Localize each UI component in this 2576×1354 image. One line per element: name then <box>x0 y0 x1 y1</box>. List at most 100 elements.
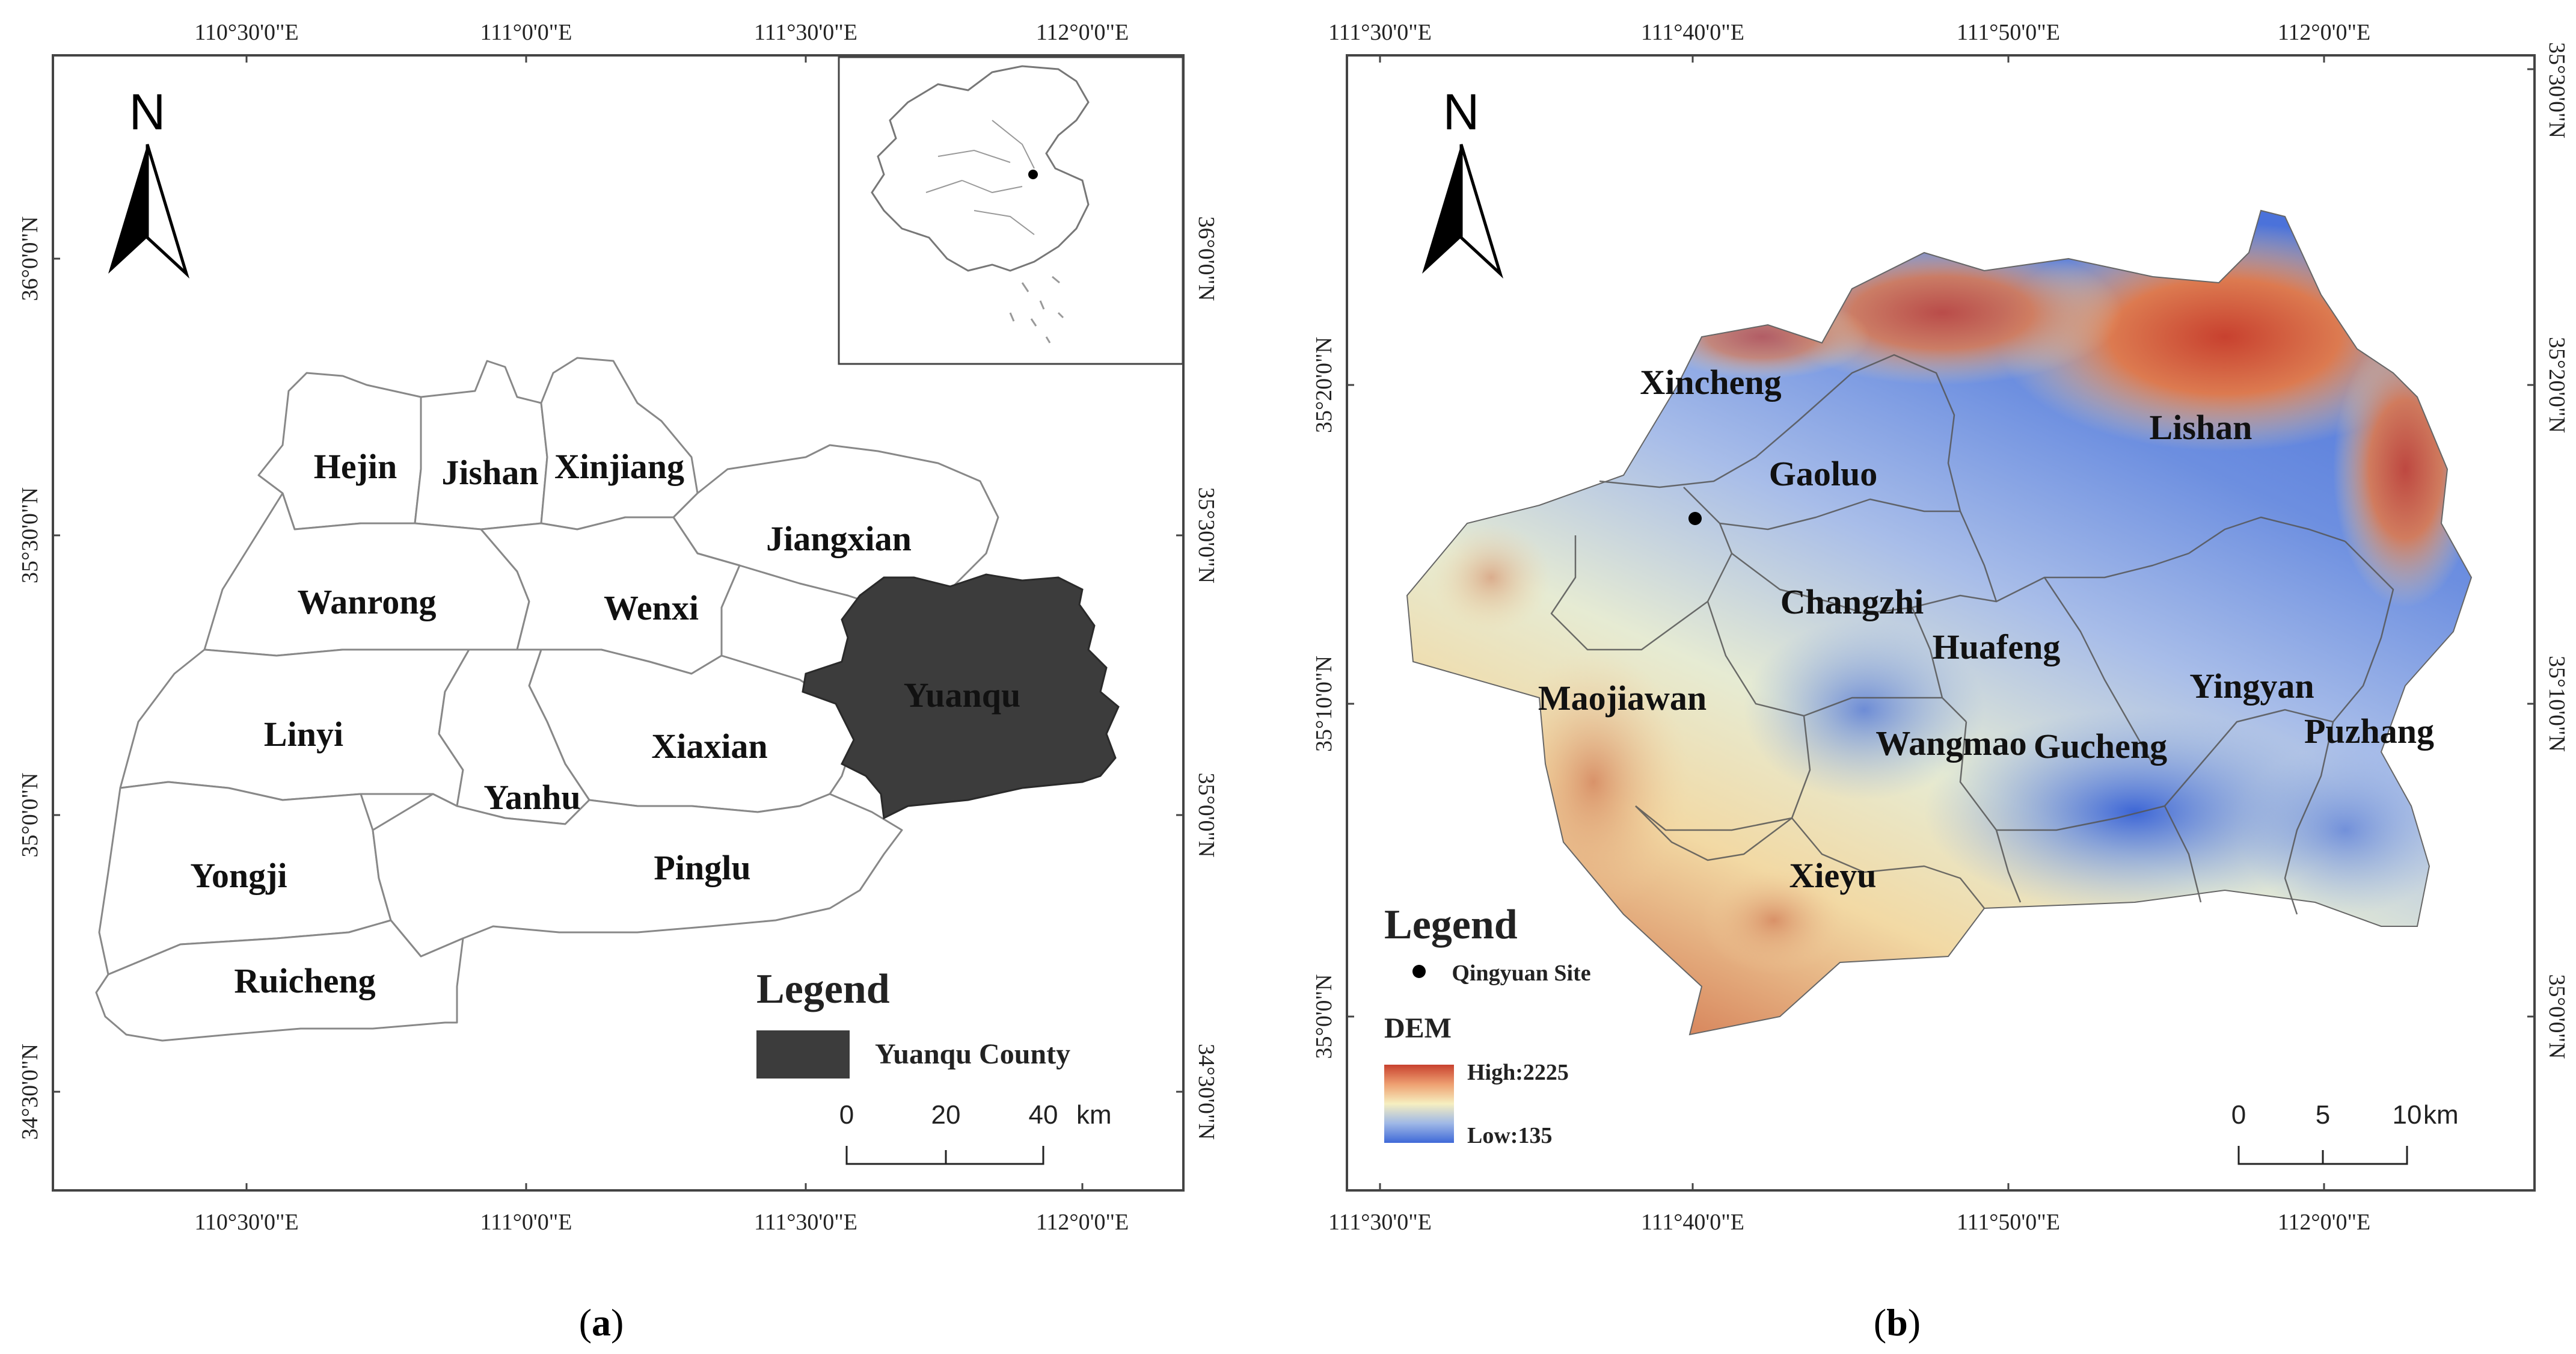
place-label: Gaoluo <box>1769 454 1878 493</box>
tick-label: 110°30'0"E <box>194 1210 298 1235</box>
place-label: Linyi <box>264 715 343 754</box>
tick-label: 34°30'0"N <box>17 1044 43 1140</box>
tick-label: 35°0'0"N <box>2544 974 2569 1059</box>
tick-label: 111°50'0"E <box>1957 20 2060 45</box>
tick-label: 35°0'0"N <box>17 773 43 858</box>
scale-label: 0 <box>839 1100 854 1130</box>
place-label: Xieyu <box>1789 856 1877 895</box>
north-label: N <box>1443 84 1480 140</box>
dem-color-ramp <box>1384 1065 1454 1143</box>
legend-site-label: Qingyuan Site <box>1452 961 1590 986</box>
pinglu-region <box>372 793 903 958</box>
place-label: Xincheng <box>1640 363 1781 402</box>
tick-label: 111°40'0"E <box>1641 20 1744 45</box>
tick-label: 110°30'0"E <box>194 20 298 45</box>
place-label: Puzhang <box>2304 712 2434 751</box>
scale-unit: km <box>1076 1100 1112 1130</box>
county-boundaries <box>95 357 999 1042</box>
tick-label: 111°30'0"E <box>1328 1210 1432 1235</box>
tick-label: 35°30'0"N <box>1194 487 1219 583</box>
panel-a-left-ticks: 36°0'0"N 35°30'0"N 35°0'0"N 34°30'0"N <box>17 217 60 1140</box>
tick-label: 35°0'0"N <box>1311 974 1337 1059</box>
legend-high-label: High:2225 <box>1467 1060 1569 1085</box>
tick-label: 112°0'0"E <box>1036 20 1129 45</box>
panel-a-place-labels: Hejin Jishan Xinjiang Jiangxian Wanrong … <box>190 447 1020 1000</box>
place-label: Yingyan <box>2189 666 2314 706</box>
panel-a-bottom-ticks: 110°30'0"E 111°0'0"E 111°30'0"E 112°0'0"… <box>194 1183 1129 1235</box>
tick-label: 111°40'0"E <box>1641 1210 1744 1235</box>
site-legend-symbol <box>1412 965 1426 978</box>
panel-a-map: 110°30'0"E 111°0'0"E 111°30'0"E 112°0'0"… <box>17 20 1219 1344</box>
place-label: Xiaxian <box>651 727 767 766</box>
tick-label: 111°30'0"E <box>754 20 857 45</box>
panel-b-place-labels: Xincheng Gaoluo Lishan Changzhi Huafeng … <box>1538 363 2434 895</box>
tick-label: 111°30'0"E <box>1328 20 1432 45</box>
place-label: Maojiawan <box>1538 679 1707 718</box>
legend-title: Legend <box>1384 902 1518 948</box>
panel-a-top-ticks: 110°30'0"E 111°0'0"E 111°30'0"E 112°0'0"… <box>194 20 1129 63</box>
yuanqu-county-region <box>802 573 1120 820</box>
panel-b-top-ticks: 111°30'0"E 111°40'0"E 111°50'0"E 112°0'0… <box>1328 20 2370 63</box>
scale-unit: km <box>2423 1100 2459 1130</box>
scale-label: 40 <box>1029 1100 1058 1130</box>
place-label: Huafeng <box>1933 627 2061 666</box>
tick-label: 35°10'0"N <box>1311 656 1337 752</box>
panel-b-bottom-ticks: 111°30'0"E 111°40'0"E 111°50'0"E 112°0'0… <box>1328 1183 2370 1235</box>
china-inset-map <box>838 56 1184 365</box>
legend-low-label: Low:135 <box>1467 1123 1552 1148</box>
place-label: Yongji <box>190 856 287 895</box>
legend-title: Legend <box>756 966 890 1012</box>
tick-label: 35°0'0"N <box>1194 773 1219 858</box>
yuanqu-legend-swatch <box>756 1030 850 1079</box>
place-label: Yanhu <box>483 778 580 817</box>
tick-label: 35°30'0"N <box>17 487 43 583</box>
tick-label: 111°0'0"E <box>480 20 572 45</box>
panel-b-caption: (b) <box>1874 1301 1921 1344</box>
tick-label: 36°0'0"N <box>1194 217 1219 301</box>
scale-label: 20 <box>931 1100 961 1130</box>
place-label: Wenxi <box>604 588 699 627</box>
place-label: Xinjiang <box>554 447 684 486</box>
scale-label: 5 <box>2316 1100 2330 1130</box>
place-label: Jiangxian <box>766 519 912 558</box>
tick-label: 35°30'0"N <box>2544 42 2569 138</box>
place-label: Gucheng <box>2034 727 2167 766</box>
legend-dem-title: DEM <box>1384 1012 1452 1044</box>
place-label: Wanrong <box>297 582 436 621</box>
tick-label: 35°20'0"N <box>1311 337 1337 433</box>
place-label: Hejin <box>314 447 397 486</box>
place-label: Ruicheng <box>234 961 375 1000</box>
north-arrow-icon: N <box>108 84 190 279</box>
tick-label: 112°0'0"E <box>1036 1210 1129 1235</box>
panel-b-left-ticks: 35°20'0"N 35°10'0"N 35°0'0"N <box>1311 337 1354 1059</box>
tick-label: 35°20'0"N <box>2544 337 2569 433</box>
place-label: Lishan <box>2150 408 2252 447</box>
panel-a-scale-bar: 0 20 40 km <box>839 1100 1112 1165</box>
place-label: Wangmao <box>1875 724 2026 763</box>
panel-a-legend: Legend Yuanqu County <box>756 966 1070 1079</box>
panel-b-right-ticks: 35°30'0"N 35°20'0"N 35°10'0"N 35°0'0"N <box>2527 42 2569 1059</box>
place-label: Jishan <box>441 453 538 492</box>
scale-label: 0 <box>2231 1100 2246 1130</box>
tick-label: 36°0'0"N <box>17 217 43 301</box>
panel-b-scale-bar: 0 5 10 km <box>2231 1100 2459 1165</box>
panel-b-map: 111°30'0"E 111°40'0"E 111°50'0"E 112°0'0… <box>1311 20 2569 1344</box>
tick-label: 35°10'0"N <box>2544 656 2569 752</box>
panel-b-legend: Legend Qingyuan Site DEM High:2225 Low:1… <box>1384 902 1591 1148</box>
tick-label: 112°0'0"E <box>2278 1210 2370 1235</box>
north-label: N <box>129 84 166 140</box>
legend-item-label: Yuanqu County <box>875 1038 1070 1070</box>
tick-label: 112°0'0"E <box>2278 20 2370 45</box>
scale-label: 10 <box>2393 1100 2422 1130</box>
qingyuan-site-marker <box>1688 512 1702 525</box>
tick-label: 111°0'0"E <box>480 1210 572 1235</box>
place-label: Pinglu <box>654 848 750 887</box>
panel-a-caption: (a) <box>579 1301 624 1344</box>
tick-label: 111°50'0"E <box>1957 1210 2060 1235</box>
tick-label: 34°30'0"N <box>1194 1044 1219 1140</box>
north-arrow-icon: N <box>1422 84 1504 279</box>
tick-label: 111°30'0"E <box>754 1210 857 1235</box>
place-label: Yuanqu <box>904 675 1021 715</box>
ruicheng-region <box>95 919 464 1042</box>
panel-a-right-ticks: 36°0'0"N 35°30'0"N 35°0'0"N 34°30'0"N <box>1176 217 1219 1140</box>
